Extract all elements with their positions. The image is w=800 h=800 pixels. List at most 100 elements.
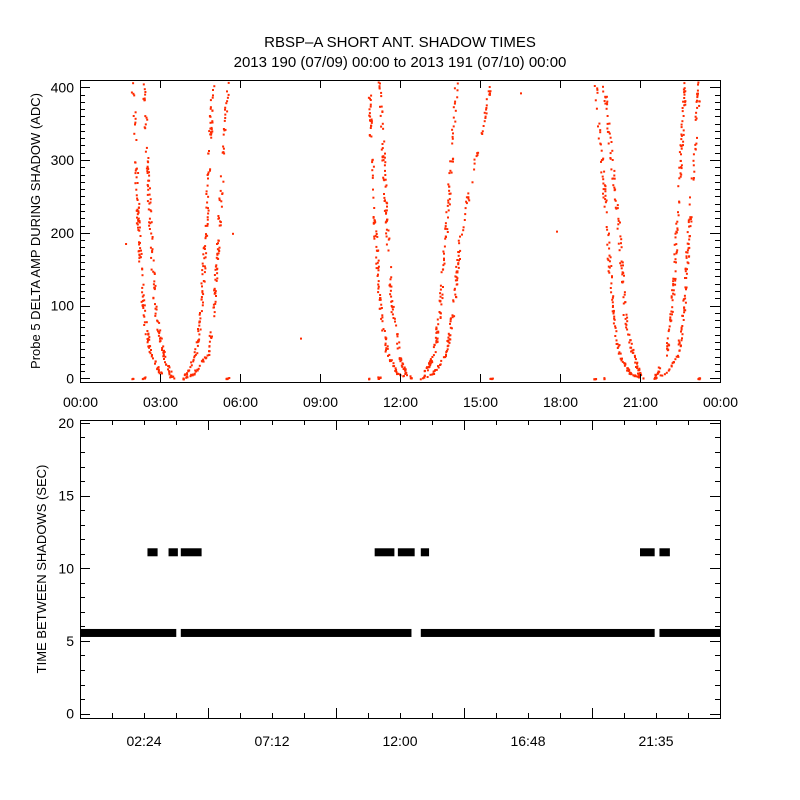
data-point [198,333,201,336]
data-point [484,117,487,119]
data-point [682,144,684,147]
data-point [384,221,387,224]
data-point [681,325,684,327]
data-point [684,309,687,312]
data-point [186,373,189,376]
data-point [630,342,633,345]
data-point [637,369,640,372]
data-point [429,358,432,361]
data-point [455,265,458,268]
data-point [197,328,199,330]
data-point [654,373,657,376]
asterisk-marker-run [180,548,202,557]
data-point [436,318,439,321]
data-point [388,353,391,356]
data-point [485,104,488,107]
data-point [214,278,217,281]
data-point [155,305,158,308]
data-point [198,338,201,341]
data-point [142,305,144,308]
data-point [385,184,388,187]
data-point [380,125,383,128]
data-point [601,175,604,178]
data-point [642,377,645,380]
data-point [384,169,386,172]
data-point [429,362,432,365]
data-point [154,307,157,310]
data-point [670,364,673,367]
data-point [605,199,608,202]
data-point [219,224,222,227]
data-point [618,351,621,354]
data-point [136,223,139,226]
data-point [439,295,442,298]
data-point [202,293,205,296]
data-point [451,135,454,138]
x-tick-label: 06:00 [223,394,258,410]
data-point [199,317,202,320]
data-point [624,301,627,304]
data-point [182,377,185,380]
data-point [218,197,221,200]
data-point [602,196,605,199]
data-point [209,106,212,109]
data-point [435,326,438,329]
data-point [371,161,374,164]
data-point [602,90,605,93]
data-point [145,321,148,324]
data-point [452,300,455,303]
data-point [156,319,159,322]
data-point [148,202,151,205]
asterisk-marker-run [397,548,415,557]
data-point [620,242,622,245]
data-point [136,197,139,200]
data-point [205,233,207,236]
data-point [206,201,209,204]
data-point [138,241,140,244]
data-point [190,361,193,364]
data-point [604,194,607,197]
data-point [621,261,624,264]
data-point [614,326,617,329]
data-point [671,289,674,292]
data-point [674,236,677,239]
data-point [203,248,206,250]
data-point [680,166,682,169]
y-tick-label: 300 [51,152,75,168]
data-point [141,274,144,277]
data-point [404,369,407,372]
data-point [450,327,453,330]
data-point [137,206,140,209]
data-point [398,346,401,349]
data-point [467,197,470,200]
data-point [225,102,228,105]
data-point [377,285,380,288]
data-point [593,85,596,87]
data-point [618,344,621,347]
data-point [380,148,383,151]
data-point [605,211,608,214]
data-point [375,245,378,248]
data-point [222,151,225,154]
data-point [213,287,216,290]
data-point [473,158,476,161]
data-point [429,373,432,376]
x-tick-label: 00:00 [703,394,738,410]
data-point [390,295,393,298]
data-point [385,220,388,223]
data-point [392,317,395,319]
data-point [626,367,629,370]
data-point [678,151,681,154]
data-point [218,217,220,220]
data-point [170,374,173,377]
data-point [625,326,628,329]
data-point [382,176,385,179]
data-point [452,125,455,128]
data-point [152,297,155,300]
data-point [376,275,379,277]
data-point [627,333,630,336]
data-point [612,322,615,325]
data-point [212,306,215,309]
data-point [134,121,137,124]
data-point [409,377,412,380]
